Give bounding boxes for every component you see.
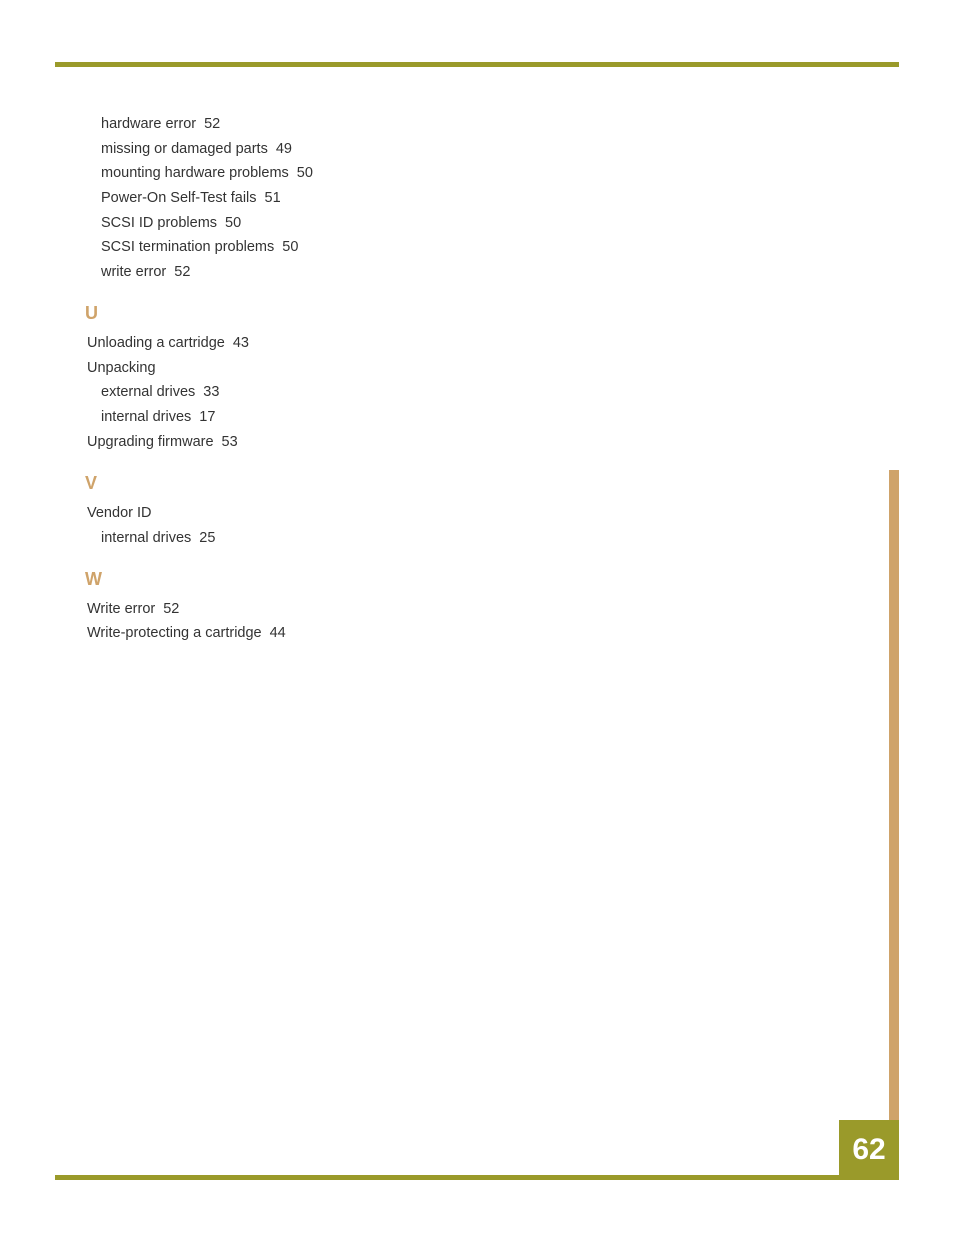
index-entry: Power-On Self-Test fails 51 [101, 186, 585, 211]
index-entry-label: write error [101, 264, 166, 280]
index-entry-page: 50 [225, 215, 241, 231]
index-entry-page: 44 [270, 625, 286, 641]
index-entry-label: Power-On Self-Test fails [101, 190, 257, 206]
index-entry: Write-protecting a cartridge 44 [87, 621, 585, 646]
index-entry: write error 52 [101, 260, 585, 285]
index-entry-label: Write-protecting a cartridge [87, 625, 262, 641]
index-entry-page: 33 [203, 384, 219, 400]
index-entry: SCSI ID problems 50 [101, 211, 585, 236]
index-entry-label: external drives [101, 384, 195, 400]
index-entry: internal drives 17 [101, 405, 585, 430]
index-entry: missing or damaged parts 49 [101, 137, 585, 162]
index-entry: external drives 33 [101, 380, 585, 405]
index-entry-label: Unpacking [87, 360, 156, 376]
index-section-letter-u: U [85, 298, 585, 329]
index-entry: mounting hardware problems 50 [101, 161, 585, 186]
index-entry-page: 50 [282, 239, 298, 255]
index-entry-label: hardware error [101, 116, 196, 132]
index-entry-label: internal drives [101, 530, 191, 546]
index-entry-label: mounting hardware problems [101, 165, 289, 181]
right-rule [889, 470, 899, 1180]
index-entry: SCSI termination problems 50 [101, 235, 585, 260]
index-entry: internal drives 25 [101, 526, 585, 551]
index-entry-page: 53 [222, 434, 238, 450]
index-entry-label: SCSI termination problems [101, 239, 274, 255]
index-entry-page: 52 [174, 264, 190, 280]
index-entry-label: Unloading a cartridge [87, 335, 225, 351]
index-entry-page: 52 [163, 601, 179, 617]
top-rule [55, 62, 899, 67]
index-entry-label: Upgrading firmware [87, 434, 214, 450]
page-number-badge: 62 [839, 1120, 899, 1180]
index-entry-page: 49 [276, 141, 292, 157]
index-entry-page: 43 [233, 335, 249, 351]
index-entry-page: 52 [204, 116, 220, 132]
index-entry-label: missing or damaged parts [101, 141, 268, 157]
index-section-letter-v: V [85, 468, 585, 499]
index-section-letter-w: W [85, 564, 585, 595]
index-entry: Vendor ID [87, 501, 585, 526]
index-entry-label: Vendor ID [87, 505, 152, 521]
index-entry-label: internal drives [101, 409, 191, 425]
index-entry: Upgrading firmware 53 [87, 430, 585, 455]
index-entry: Write error 52 [87, 597, 585, 622]
index-entry-page: 51 [265, 190, 281, 206]
page-number: 62 [852, 1133, 885, 1167]
index-entry-page: 50 [297, 165, 313, 181]
index-content: hardware error 52 missing or damaged part… [85, 112, 585, 646]
index-entry: Unloading a cartridge 43 [87, 331, 585, 356]
index-entry-label: Write error [87, 601, 155, 617]
index-entry: Unpacking [87, 356, 585, 381]
bottom-rule [55, 1175, 839, 1180]
index-entry-label: SCSI ID problems [101, 215, 217, 231]
index-entry: hardware error 52 [101, 112, 585, 137]
index-entry-page: 25 [199, 530, 215, 546]
index-entry-page: 17 [199, 409, 215, 425]
